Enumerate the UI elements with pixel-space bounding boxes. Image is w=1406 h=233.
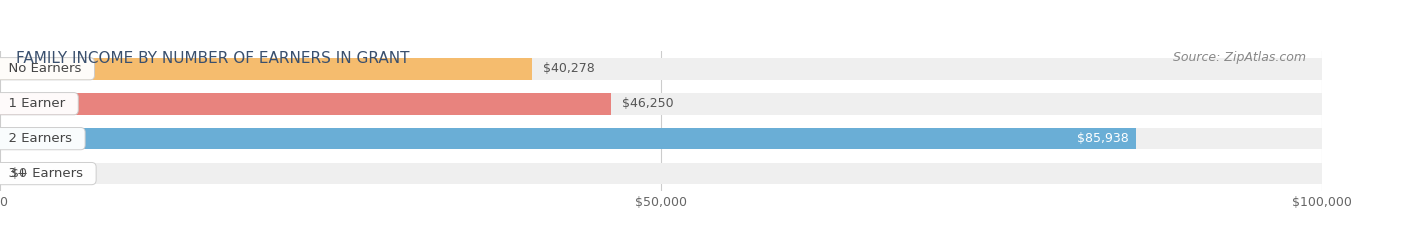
Text: $85,938: $85,938	[1077, 132, 1129, 145]
Text: No Earners: No Earners	[0, 62, 90, 75]
Text: $46,250: $46,250	[621, 97, 673, 110]
Bar	[0, 93, 612, 115]
Text: $0: $0	[11, 167, 27, 180]
Text: 3+ Earners: 3+ Earners	[0, 167, 91, 180]
Text: $40,278: $40,278	[543, 62, 595, 75]
Bar	[0, 93, 1322, 115]
Bar	[0, 58, 1322, 80]
Text: FAMILY INCOME BY NUMBER OF EARNERS IN GRANT: FAMILY INCOME BY NUMBER OF EARNERS IN GR…	[15, 51, 409, 66]
Bar	[0, 58, 533, 80]
Bar	[0, 128, 1322, 150]
Text: 2 Earners: 2 Earners	[0, 132, 80, 145]
Text: Source: ZipAtlas.com: Source: ZipAtlas.com	[1173, 51, 1306, 64]
Bar	[0, 163, 1322, 185]
Bar	[0, 128, 1136, 150]
Text: 1 Earner: 1 Earner	[0, 97, 73, 110]
